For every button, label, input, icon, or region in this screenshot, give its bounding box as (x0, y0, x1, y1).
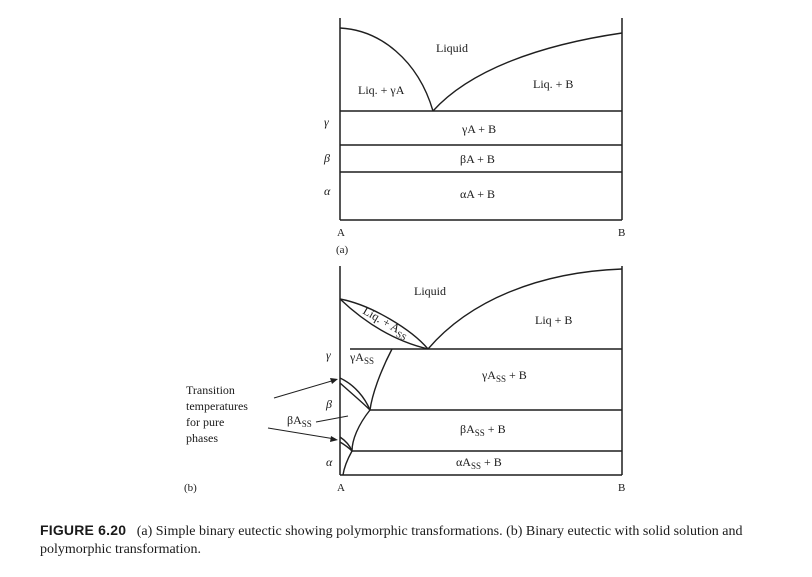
diagram-b-liq-b-label: Liq + B (535, 313, 572, 327)
diagram-a-axis-b-label: B (618, 227, 625, 239)
diagram-b-beta-ass-pointer (315, 415, 349, 423)
diagram-b-gamma-solvus (369, 348, 393, 411)
figure-caption-label: FIGURE 6.20 (40, 522, 127, 538)
diagram-b-gamma-beta-upper (339, 377, 371, 411)
diagram-b-callout-arrow-1 (273, 379, 336, 399)
diagram-a-gamma-temp-label: γ (324, 115, 329, 129)
diagram-b-callout-line-4: phases (186, 431, 218, 445)
diagram-b-callout-line-1: Transition (186, 383, 235, 397)
diagram-a-liq-b-label: Liq. + B (533, 77, 573, 91)
diagram-b-axis-a-label: A (337, 482, 345, 494)
diagram-b-gamma-ass-label: γASS (349, 350, 374, 366)
diagram-b-liquid-label: Liquid (414, 284, 446, 298)
diagram-b-liquidus-b (427, 268, 623, 350)
diagram-b-callout-arrowhead-2 (330, 436, 338, 442)
diagram-a-liquidus-b (432, 32, 623, 112)
diagram-a-liquidus-a (339, 27, 434, 112)
diagram-b-alpha-solvus (342, 450, 353, 476)
diagram-b-callout-arrowhead-1 (330, 378, 338, 384)
diagram-b-alpha-ass-b-label: αASS + B (456, 455, 502, 471)
diagram-a-alpha-a-b-label: αA + B (460, 187, 495, 201)
diagram-b-callout-line-3: for pure (186, 415, 224, 429)
diagram-b-gamma-beta-lower (339, 382, 371, 411)
diagram-a-panel-label: (a) (336, 244, 349, 256)
diagram-a-beta-temp-label: β (323, 151, 330, 165)
diagram-a-axis-a-label: A (337, 227, 345, 239)
diagram-b: Liquid Liq. + ASS Liq + B γASS γASS + B … (184, 266, 625, 494)
diagram-b-gamma-temp-label: γ (326, 348, 331, 362)
figure-caption: FIGURE 6.20 (a) Simple binary eutectic s… (40, 521, 780, 559)
diagram-a-liquid-label: Liquid (436, 41, 468, 55)
diagram-b-beta-solvus (351, 409, 371, 452)
diagram-b-beta-ass-label: βASS (287, 413, 312, 429)
diagram-b-gamma-ass-b-label: γASS + B (481, 368, 527, 384)
diagram-a: Liquid Liq. + γA Liq. + B γA + B βA + B … (323, 18, 625, 256)
figure-caption-text: (a) Simple binary eutectic showing polym… (40, 524, 743, 557)
diagram-b-callout-line-2: temperatures (186, 399, 248, 413)
diagram-b-liq-ass-label: Liq. + ASS (360, 303, 412, 342)
diagram-b-liquidus-a (339, 298, 429, 350)
diagram-b-callout-arrow-2 (267, 427, 336, 440)
diagram-b-panel-label: (b) (184, 482, 197, 494)
diagram-b-beta-alpha-lower (339, 441, 353, 452)
diagram-a-liq-gamma-a-label: Liq. + γA (358, 83, 405, 97)
diagram-b-alpha-temp-label: α (326, 455, 333, 469)
diagram-b-solidus-a (339, 298, 429, 350)
diagram-b-beta-temp-label: β (325, 397, 332, 411)
diagram-a-alpha-temp-label: α (324, 184, 331, 198)
diagram-a-gamma-a-b-label: γA + B (461, 122, 496, 136)
diagram-a-beta-a-b-label: βA + B (460, 152, 495, 166)
diagram-b-axis-b-label: B (618, 482, 625, 494)
diagram-b-beta-ass-b-label: βASS + B (460, 422, 506, 438)
